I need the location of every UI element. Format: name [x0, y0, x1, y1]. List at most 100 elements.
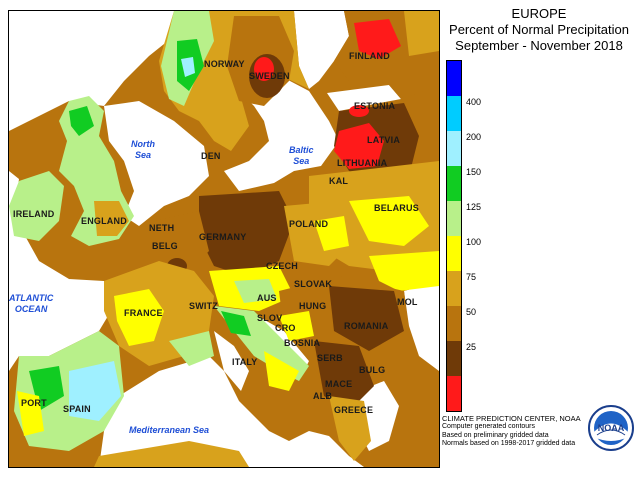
credit-line3: Based on preliminary gridded data: [442, 431, 549, 439]
bay-of-biscay: [69, 279, 114, 331]
label-neth: NETH: [149, 223, 175, 233]
finland-extreme-dry: [354, 19, 401, 59]
legend-swatch-200-400: [447, 96, 461, 131]
label-poland: POLAND: [289, 219, 329, 229]
latvia-extreme-dry: [334, 123, 384, 169]
label-den: DEN: [201, 151, 221, 161]
label-north-sea: North Sea: [131, 139, 155, 161]
belarus-yellow: [349, 196, 429, 246]
tyrrhenian-sea: [214, 331, 249, 391]
label-estonia: ESTONIA: [354, 101, 396, 111]
france-yellow: [114, 289, 164, 346]
label-aus: AUS: [257, 293, 277, 303]
label-mace: MACE: [325, 379, 353, 389]
legend-swatch-150-200: [447, 131, 461, 166]
mediterranean-sea: [99, 356, 364, 467]
legend-swatch-100-125: [447, 201, 461, 236]
label-bosnia: BOSNIA: [284, 338, 321, 348]
precipitation-map: NORWAY SWEDEN FINLAND ESTONIA LATVIA LIT…: [8, 10, 440, 468]
label-mol: MOL: [397, 297, 418, 307]
label-switz: SWITZ: [189, 301, 218, 311]
france-south-wet: [169, 331, 214, 366]
label-atlantic-line2: OCEAN: [14, 304, 48, 314]
map-title: EUROPE Percent of Normal Precipitation S…: [438, 6, 640, 54]
romania-very-dry: [329, 286, 404, 351]
credit-line4: Normals based on 1998-2017 gridded data: [442, 440, 576, 448]
label-mediterranean-sea: Mediterranean Sea: [129, 425, 210, 435]
legend-tick: 100: [466, 237, 482, 247]
label-spain: SPAIN: [63, 404, 91, 414]
estonia-extreme-dry: [349, 105, 369, 117]
label-latvia: LATVIA: [367, 135, 401, 145]
italy-south: [264, 351, 299, 391]
italy-wet: [221, 311, 251, 336]
label-port: PORT: [21, 398, 47, 408]
credit-line1: CLIMATE PREDICTION CENTER, NOAA: [442, 414, 581, 423]
credit-line2: Computer generated contours: [442, 423, 535, 431]
alps-wet: [234, 279, 277, 303]
legend-tick: 125: [466, 202, 482, 212]
north-africa: [94, 441, 249, 467]
legend-tick: 50: [466, 307, 477, 317]
label-alb: ALB: [313, 391, 333, 401]
gulf-of-bothnia: [294, 11, 349, 89]
sweden-extreme-dry: [254, 57, 274, 81]
legend-swatch-25-50: [447, 306, 461, 341]
label-romania: ROMANIA: [344, 321, 389, 331]
legend-tick: 25: [466, 342, 477, 352]
title-line1: Percent of Normal Precipitation: [449, 22, 629, 37]
legend-swatch-above-400: [447, 61, 461, 96]
title-line2: September - November 2018: [455, 38, 623, 53]
label-north-sea-line2: Sea: [134, 150, 151, 160]
label-belarus: BELARUS: [374, 203, 419, 213]
norway-very-wet: [181, 57, 195, 77]
legend-tick: 75: [466, 272, 477, 282]
finland-east: [404, 11, 439, 56]
label-greece: GREECE: [334, 405, 374, 415]
title-region: EUROPE: [511, 6, 567, 21]
label-atlantic-ocean: ATLANTIC OCEAN: [9, 293, 53, 315]
noaa-logo-text: NOAA: [598, 423, 625, 433]
label-slov: SLOV: [257, 313, 283, 323]
germany-very-dry: [199, 191, 294, 276]
poland-yellow: [314, 216, 349, 251]
black-sea: [404, 281, 439, 371]
portugal-yellow: [17, 391, 44, 436]
label-england: ENGLAND: [81, 216, 127, 226]
label-ireland: IRELAND: [13, 209, 55, 219]
label-sweden: SWEDEN: [249, 71, 290, 81]
benelux: [154, 211, 209, 276]
label-baltic-sea-line1: Baltic: [289, 145, 314, 155]
label-cro: CRO: [275, 323, 296, 333]
legend-tick: 150: [466, 167, 482, 177]
label-serb: SERB: [317, 353, 343, 363]
label-czech: CZECH: [266, 261, 298, 271]
label-kal: KAL: [329, 176, 349, 186]
legend-swatch-below-25: [447, 376, 461, 411]
label-belg: BELG: [152, 241, 178, 251]
atlantic-lower: [9, 171, 99, 371]
atlantic-ocean: [9, 11, 179, 131]
ukraine-yellow: [369, 251, 439, 291]
label-baltic-sea: Baltic Sea: [289, 145, 314, 167]
map-canvas: [9, 11, 439, 467]
legend-swatch-0-25-brown: [447, 341, 461, 376]
north-sea: [104, 101, 209, 226]
label-baltic-sea-line2: Sea: [293, 156, 310, 166]
label-north-sea-line1: North: [131, 139, 155, 149]
label-finland: FINLAND: [349, 51, 390, 61]
label-slovak: SLOVAK: [294, 279, 333, 289]
label-lithuania: LITHUANIA: [337, 158, 388, 168]
croatia-yellow: [279, 311, 314, 341]
legend-tick: 200: [466, 132, 482, 142]
label-germany: GERMANY: [199, 232, 247, 242]
legend-tick: 400: [466, 97, 482, 107]
color-legend: [446, 60, 462, 412]
gulf-of-finland: [327, 85, 401, 111]
legend-swatch-50-75: [447, 271, 461, 306]
label-norway: NORWAY: [204, 59, 245, 69]
spain-very-wet: [69, 361, 121, 421]
label-atlantic-line1: ATLANTIC: [9, 293, 54, 303]
label-italy: ITALY: [232, 357, 258, 367]
ireland: [9, 171, 64, 241]
